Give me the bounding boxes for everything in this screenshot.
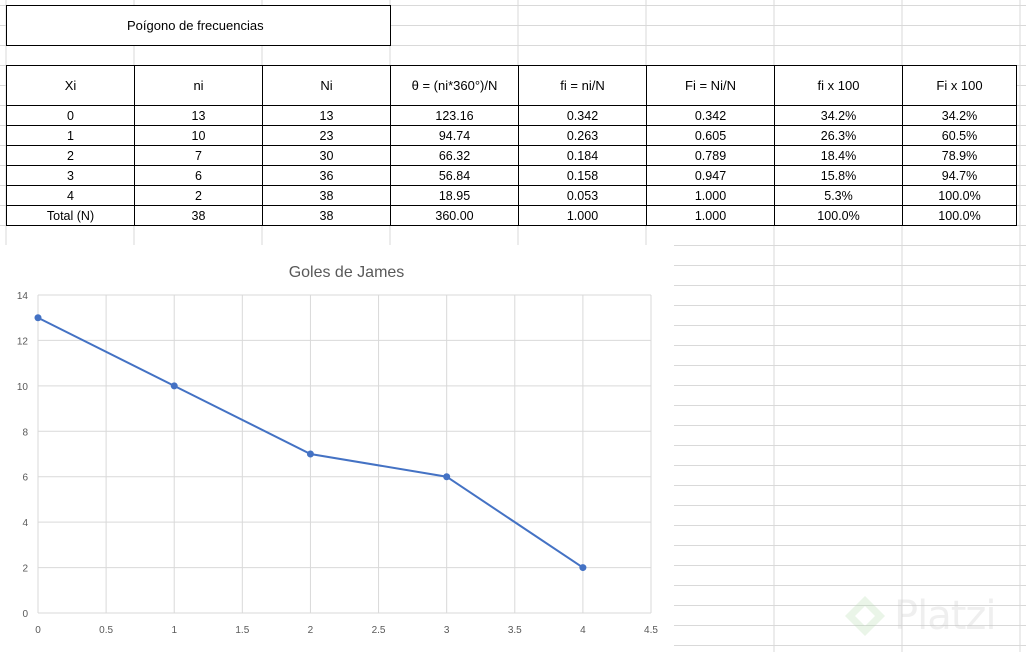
table-cell[interactable]: 2 [6, 145, 135, 166]
table-cell[interactable]: 38 [262, 185, 391, 206]
table-cell[interactable]: 0.947 [646, 165, 775, 186]
table-cell[interactable]: 1.000 [646, 205, 775, 226]
table-cell[interactable]: 0.158 [518, 165, 647, 186]
table-cell[interactable]: 4 [6, 185, 135, 206]
data-point [443, 473, 451, 481]
line-chart[interactable]: Goles de James 0 0.5 1 1.5 2 2.5 3 3.5 4 4.5 0 2 4 6 8 1… [0, 245, 674, 652]
table-cell[interactable]: 7 [134, 145, 263, 166]
table-cell[interactable]: 100.0% [902, 205, 1017, 226]
table-cell[interactable]: 360.00 [390, 205, 519, 226]
table-cell[interactable]: 60.5% [902, 125, 1017, 146]
table-cell[interactable]: 13 [134, 105, 263, 126]
table-total-row: Total (N) 38 38 360.00 1.000 1.000 100.0% 100.0… [6, 205, 1017, 226]
watermark-text: Platzi [894, 593, 997, 639]
table-cell[interactable]: 3 [6, 165, 135, 186]
x-tick-label: 4 [580, 625, 586, 636]
data-point [170, 382, 178, 390]
data-point [579, 564, 587, 572]
table-row: 1 10 23 94.74 0.263 0.605 26.3% 60.5% [6, 125, 1017, 146]
header-fi-percent[interactable]: fi x 100 [774, 65, 903, 106]
table-cell[interactable]: 38 [262, 205, 391, 226]
table-cell[interactable]: 23 [262, 125, 391, 146]
table-cell[interactable]: 38 [134, 205, 263, 226]
y-tick-label: 4 [22, 518, 28, 529]
table-cell[interactable]: 13 [262, 105, 391, 126]
y-tick-label: 2 [22, 564, 28, 575]
table-cell[interactable]: 1.000 [646, 185, 775, 206]
table-cell[interactable]: 0.789 [646, 145, 775, 166]
table-cell[interactable]: Total (N) [6, 205, 135, 226]
x-tick-label: 4.5 [644, 625, 658, 636]
x-tick-label: 3.5 [508, 625, 522, 636]
table-cell[interactable]: 26.3% [774, 125, 903, 146]
table-cell[interactable]: 56.84 [390, 165, 519, 186]
header-xi[interactable]: Xi [6, 65, 135, 106]
header-ni[interactable]: ni [134, 65, 263, 106]
table-cell[interactable]: 78.9% [902, 145, 1017, 166]
table-cell[interactable]: 1.000 [518, 205, 647, 226]
table-cell[interactable]: 94.7% [902, 165, 1017, 186]
table-cell[interactable]: 0.605 [646, 125, 775, 146]
table-cell[interactable]: 30 [262, 145, 391, 166]
x-tick-label: 1.5 [235, 625, 249, 636]
data-point [306, 450, 314, 458]
table-cell[interactable]: 0.342 [518, 105, 647, 126]
table-cell[interactable]: 94.74 [390, 125, 519, 146]
x-tick-label: 1 [171, 625, 177, 636]
header-Fi-percent[interactable]: Fi x 100 [902, 65, 1017, 106]
table-cell[interactable]: 18.95 [390, 185, 519, 206]
y-tick-label: 6 [22, 473, 28, 484]
table-cell[interactable]: 123.16 [390, 105, 519, 126]
table-cell[interactable]: 0.184 [518, 145, 647, 166]
sheet-title-cell[interactable]: Poígono de frecuencias [6, 5, 391, 46]
table-cell[interactable]: 1 [6, 125, 135, 146]
table-cell[interactable]: 0.053 [518, 185, 647, 206]
x-tick-label: 2 [308, 625, 314, 636]
table-cell[interactable]: 66.32 [390, 145, 519, 166]
chart-container[interactable]: Goles de James 0 0.5 1 1.5 2 2.5 3 3.5 4 4.5 0 2 4 6 8 1… [0, 245, 674, 652]
chart-title: Goles de James [289, 264, 405, 281]
table-row: 3 6 36 56.84 0.158 0.947 15.8% 94.7% [6, 165, 1017, 186]
platzi-logo-icon [845, 596, 885, 636]
sheet-title: Poígono de frecuencias [127, 18, 264, 33]
table-row: 0 13 13 123.16 0.342 0.342 34.2% 34.2% [6, 105, 1017, 126]
platzi-watermark: Platzi [842, 586, 1026, 646]
table-cell[interactable]: 18.4% [774, 145, 903, 166]
table-cell[interactable]: 0.342 [646, 105, 775, 126]
table-cell[interactable]: 0 [6, 105, 135, 126]
table-header-row: Xi ni Ni θ = (ni*360°)/N fi = ni/N Fi = … [6, 65, 1017, 106]
x-tick-label: 2.5 [372, 625, 386, 636]
x-tick-label: 0 [35, 625, 41, 636]
table-row: 2 7 30 66.32 0.184 0.789 18.4% 78.9% [6, 145, 1017, 166]
y-tick-label: 0 [22, 609, 28, 620]
table-cell[interactable]: 36 [262, 165, 391, 186]
table-cell[interactable]: 5.3% [774, 185, 903, 206]
x-tick-label: 3 [444, 625, 450, 636]
table-cell[interactable]: 2 [134, 185, 263, 206]
table-cell[interactable]: 100.0% [774, 205, 903, 226]
table-cell[interactable]: 15.8% [774, 165, 903, 186]
header-theta[interactable]: θ = (ni*360°)/N [390, 65, 519, 106]
y-tick-label: 8 [22, 427, 28, 438]
frequency-table: Xi ni Ni θ = (ni*360°)/N fi = ni/N Fi = … [6, 65, 1017, 226]
y-tick-label: 12 [17, 336, 29, 347]
table-cell[interactable]: 100.0% [902, 185, 1017, 206]
y-tick-label: 14 [17, 291, 29, 302]
table-cell[interactable]: 34.2% [902, 105, 1017, 126]
y-tick-label: 10 [17, 382, 29, 393]
table-cell[interactable]: 0.263 [518, 125, 647, 146]
x-tick-label: 0.5 [99, 625, 113, 636]
table-cell[interactable]: 6 [134, 165, 263, 186]
header-Ni-cumulative[interactable]: Ni [262, 65, 391, 106]
header-fi[interactable]: fi = ni/N [518, 65, 647, 106]
table-cell[interactable]: 34.2% [774, 105, 903, 126]
table-row: 4 2 38 18.95 0.053 1.000 5.3% 100.0% [6, 185, 1017, 206]
table-cell[interactable]: 10 [134, 125, 263, 146]
header-Fi[interactable]: Fi = Ni/N [646, 65, 775, 106]
data-point [34, 314, 42, 322]
